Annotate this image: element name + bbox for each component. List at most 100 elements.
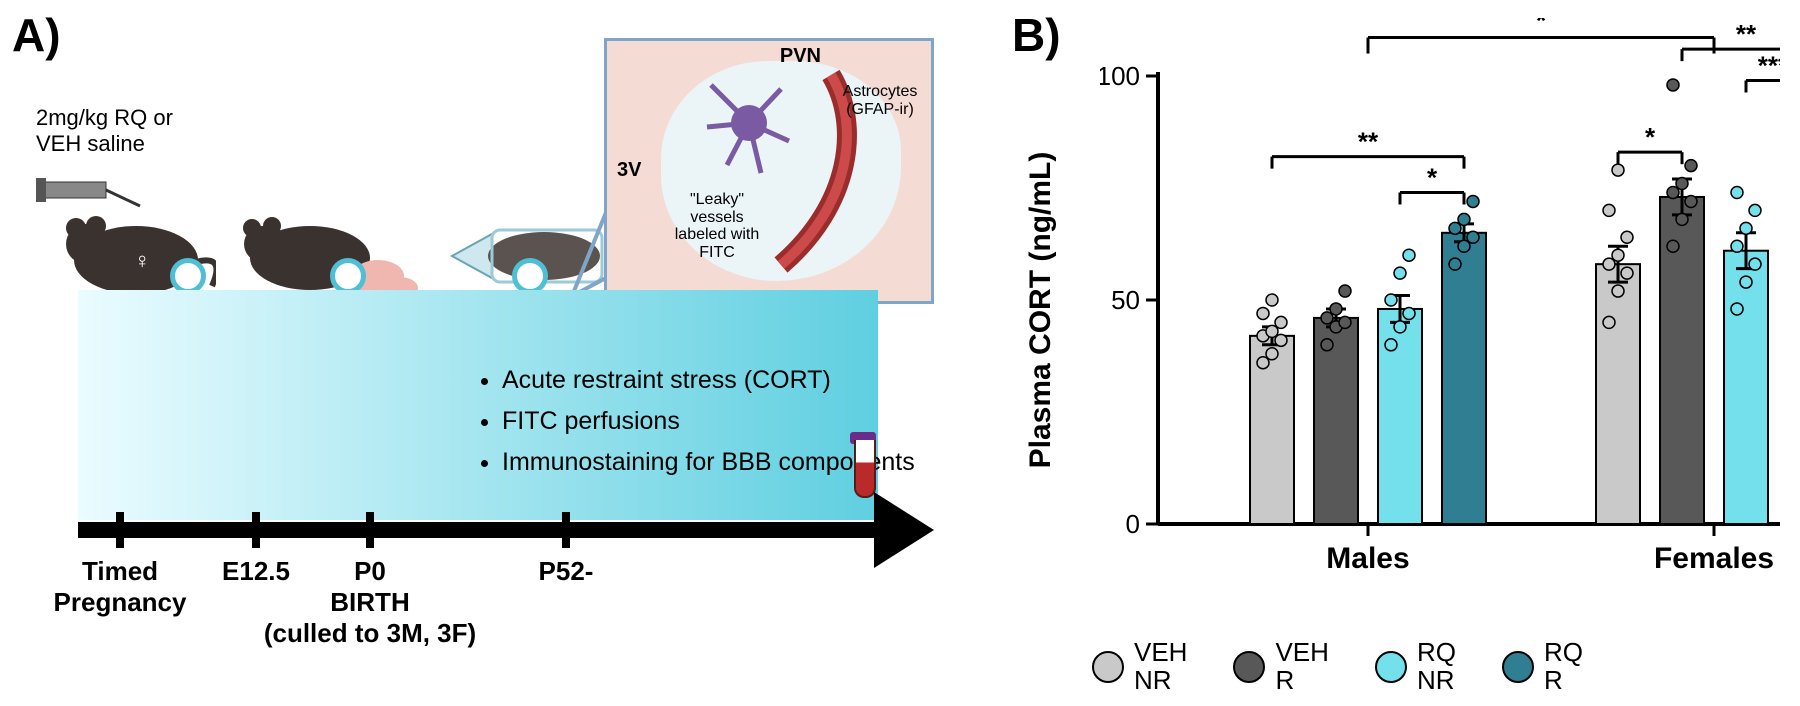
scatter-point	[1467, 195, 1479, 207]
marker-circle	[512, 258, 548, 294]
scatter-point	[1275, 334, 1287, 346]
scatter-point	[1612, 249, 1624, 261]
scatter-point	[1612, 285, 1624, 297]
scatter-point	[1458, 240, 1470, 252]
marker-circle	[170, 258, 206, 294]
scatter-point	[1676, 213, 1688, 225]
scatter-point	[1266, 348, 1278, 360]
scatter-point	[1330, 303, 1342, 315]
scatter-point	[1685, 195, 1697, 207]
panel-b-label: B)	[1012, 8, 1061, 62]
legend-text: RQR	[1544, 639, 1583, 694]
scatter-point	[1275, 316, 1287, 328]
legend-item: RQNR	[1375, 639, 1456, 694]
svg-text:0: 0	[1126, 509, 1140, 539]
syringe-caption-line2: VEH saline	[36, 131, 145, 156]
bar	[1378, 309, 1422, 524]
pvn-callout: PVN 3V Astrocytes (GFAP-ir) "Leaky" vess…	[604, 38, 934, 304]
leaky-2: vessels	[690, 209, 743, 226]
scatter-point	[1621, 267, 1633, 279]
scatter-point	[1621, 231, 1633, 243]
scatter-point	[1394, 267, 1406, 279]
timeline-label: P0BIRTH(culled to 3M, 3F)	[264, 556, 476, 650]
timeline-label: TimedPregnancy	[54, 556, 187, 618]
svg-text:*: *	[1645, 122, 1656, 152]
scatter-point	[1449, 222, 1461, 234]
marker-circle	[330, 258, 366, 294]
legend-swatch	[1092, 651, 1124, 683]
leaky-3: labeled with	[675, 226, 760, 243]
scatter-point	[1458, 213, 1470, 225]
legend-text: VEHNR	[1134, 639, 1187, 694]
panel-a-bullets: Acute restraint stress (CORT) FITC perfu…	[462, 361, 915, 483]
chart-legend: VEHNR VEHR RQNR RQR	[1092, 639, 1583, 694]
scatter-point	[1339, 285, 1351, 297]
bullet-item: Immunostaining for BBB components	[502, 443, 915, 482]
scatter-point	[1740, 222, 1752, 234]
timeline-tick	[116, 512, 124, 548]
scatter-point	[1676, 178, 1688, 190]
timeline-tick	[366, 512, 374, 548]
svg-text:**: **	[1358, 127, 1379, 157]
panel-a-label: A)	[12, 8, 61, 62]
test-tube-icon	[854, 440, 876, 498]
scatter-point	[1731, 303, 1743, 315]
scatter-point	[1385, 339, 1397, 351]
scatter-point	[1749, 258, 1761, 270]
scatter-point	[1667, 240, 1679, 252]
svg-text:****: ****	[1758, 50, 1780, 80]
svg-text:Males: Males	[1326, 542, 1409, 575]
timeline-arrow	[78, 522, 878, 538]
svg-text:♀: ♀	[134, 248, 151, 273]
scatter-point	[1394, 321, 1406, 333]
bullet-item: Acute restraint stress (CORT)	[502, 361, 915, 400]
legend-swatch	[1233, 651, 1265, 683]
svg-text:**: **	[1736, 19, 1757, 49]
bar	[1596, 264, 1640, 524]
scatter-point	[1339, 316, 1351, 328]
scatter-point	[1321, 339, 1333, 351]
pvn-label: PVN	[780, 45, 821, 68]
bar	[1724, 251, 1768, 524]
bar-chart: 050100MalesFemales***********	[1100, 18, 1780, 578]
scatter-point	[1603, 316, 1615, 328]
scatter-point	[1385, 294, 1397, 306]
panel-b: B) Plasma CORT (ng/mL) 050100MalesFemale…	[1008, 0, 1800, 706]
panel-a: A) 2mg/kg RQ or VEH saline ♀	[0, 0, 1008, 706]
y-axis-label: Plasma CORT (ng/mL)	[1024, 152, 1058, 469]
scatter-point	[1266, 294, 1278, 306]
bar	[1314, 318, 1358, 524]
scatter-point	[1266, 325, 1278, 337]
scatter-point	[1667, 79, 1679, 91]
timeline-label: P52-	[539, 556, 594, 587]
legend-text: RQNR	[1417, 639, 1456, 694]
figure: A) 2mg/kg RQ or VEH saline ♀	[0, 0, 1800, 706]
legend-item: RQR	[1502, 639, 1583, 694]
v3-label: 3V	[617, 159, 641, 182]
astro-label-1: Astrocytes	[843, 83, 918, 100]
scatter-point	[1449, 258, 1461, 270]
scatter-point	[1603, 204, 1615, 216]
legend-swatch	[1502, 651, 1534, 683]
scatter-point	[1321, 312, 1333, 324]
svg-text:*: *	[1427, 162, 1438, 192]
scatter-point	[1740, 276, 1752, 288]
scatter-point	[1257, 307, 1269, 319]
syringe-caption-line1: 2mg/kg RQ or	[36, 105, 173, 130]
timeline-tick	[252, 512, 260, 548]
scatter-point	[1612, 164, 1624, 176]
scatter-point	[1403, 249, 1415, 261]
legend-text: VEHR	[1275, 639, 1328, 694]
svg-text:50: 50	[1111, 285, 1140, 315]
timeline-arrowhead	[874, 492, 934, 568]
scatter-point	[1667, 186, 1679, 198]
scatter-point	[1403, 307, 1415, 319]
svg-text:100: 100	[1100, 61, 1140, 91]
scatter-point	[1685, 160, 1697, 172]
timeline-tick	[562, 512, 570, 548]
bar	[1442, 233, 1486, 524]
scatter-point	[1731, 240, 1743, 252]
leaky-4: FITC	[699, 244, 735, 261]
scatter-point	[1749, 204, 1761, 216]
svg-text:*: *	[1536, 18, 1547, 36]
